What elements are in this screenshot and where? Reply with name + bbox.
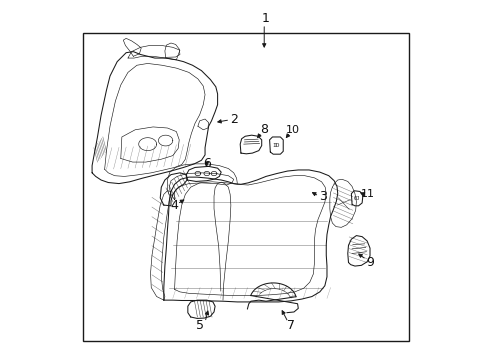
Text: 7: 7 [286,319,295,332]
Text: 10: 10 [285,125,299,135]
Text: OJ: OJ [353,196,360,201]
Text: 11: 11 [361,189,374,199]
Text: 3: 3 [319,190,326,203]
Text: 8: 8 [260,123,268,136]
Text: 1: 1 [262,12,269,25]
Text: 2: 2 [229,113,237,126]
Text: 9: 9 [366,256,373,269]
Text: 6: 6 [203,157,210,170]
Bar [83,33,408,341]
Text: 4: 4 [170,199,178,212]
Text: 5: 5 [195,319,203,332]
Text: ID: ID [272,143,280,148]
